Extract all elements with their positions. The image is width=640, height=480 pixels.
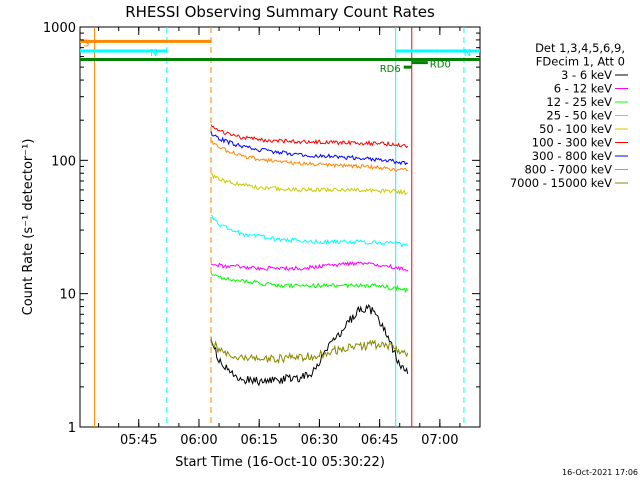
flag-bars: S N N RD6 RD0 xyxy=(80,38,480,75)
y-axis-title: Count Rate (s⁻¹ detector⁻¹) xyxy=(21,139,36,316)
y-tick-label: 10 xyxy=(59,288,76,303)
series-line xyxy=(210,261,408,272)
x-axis-title: Start Time (16-Oct-10 05:30:22) xyxy=(175,455,385,470)
flag-bar-label: N xyxy=(464,48,471,59)
legend-entry-label: 25 - 50 keV xyxy=(546,109,612,123)
x-tick-label: 06:45 xyxy=(361,433,398,448)
legend-entry-label: 3 - 6 keV xyxy=(561,68,612,82)
x-tick-label: 06:00 xyxy=(180,433,217,448)
x-axis-ticks: 05:45 06:00 06:15 06:30 06:45 07:00 xyxy=(98,27,481,448)
chart-title: RHESSI Observing Summary Count Rates xyxy=(125,3,435,21)
legend: Det 1,3,4,5,6,9,FDecim 1, Att 03 - 6 keV… xyxy=(510,41,628,190)
series-line xyxy=(210,140,408,173)
series-line xyxy=(210,124,409,149)
plot-frame xyxy=(79,26,481,428)
legend-entry-label: 7000 - 15000 keV xyxy=(510,176,612,190)
y-tick-label: 1 xyxy=(68,421,76,436)
flag-bar-label: S xyxy=(83,38,89,49)
series-line xyxy=(210,303,409,387)
x-tick-label: 05:45 xyxy=(120,433,157,448)
series-line xyxy=(210,131,409,166)
legend-entry-label: 100 - 300 keV xyxy=(532,136,612,150)
legend-entry-label: 6 - 12 keV xyxy=(554,82,612,96)
legend-entry-label: 300 - 800 keV xyxy=(532,149,612,163)
vertical-markers xyxy=(94,27,465,427)
legend-entry-label: 800 - 7000 keV xyxy=(524,163,612,177)
flag-bar-label: N xyxy=(150,48,157,59)
series-line xyxy=(210,272,409,294)
y-tick-label: 1000 xyxy=(43,21,76,36)
legend-entry-label: 50 - 100 keV xyxy=(539,122,612,136)
legend-header: Det 1,3,4,5,6,9, xyxy=(535,41,625,55)
flag-bar-label: RD6 xyxy=(380,64,401,75)
x-tick-label: 06:30 xyxy=(301,433,338,448)
series-lines xyxy=(210,124,409,387)
flag-bar-label: RD0 xyxy=(430,60,451,71)
timestamp: 16-Oct-2021 17:06 xyxy=(562,468,638,477)
x-tick-label: 07:00 xyxy=(421,433,458,448)
legend-header: FDecim 1, Att 0 xyxy=(536,55,625,69)
series-line xyxy=(210,336,409,364)
series-line xyxy=(210,214,409,248)
y-tick-label: 100 xyxy=(51,154,76,169)
series-line xyxy=(210,173,408,196)
y-axis-ticks: 1 10 100 1000 xyxy=(43,21,480,436)
legend-entry-label: 12 - 25 keV xyxy=(546,95,612,109)
x-tick-label: 06:15 xyxy=(240,433,277,448)
